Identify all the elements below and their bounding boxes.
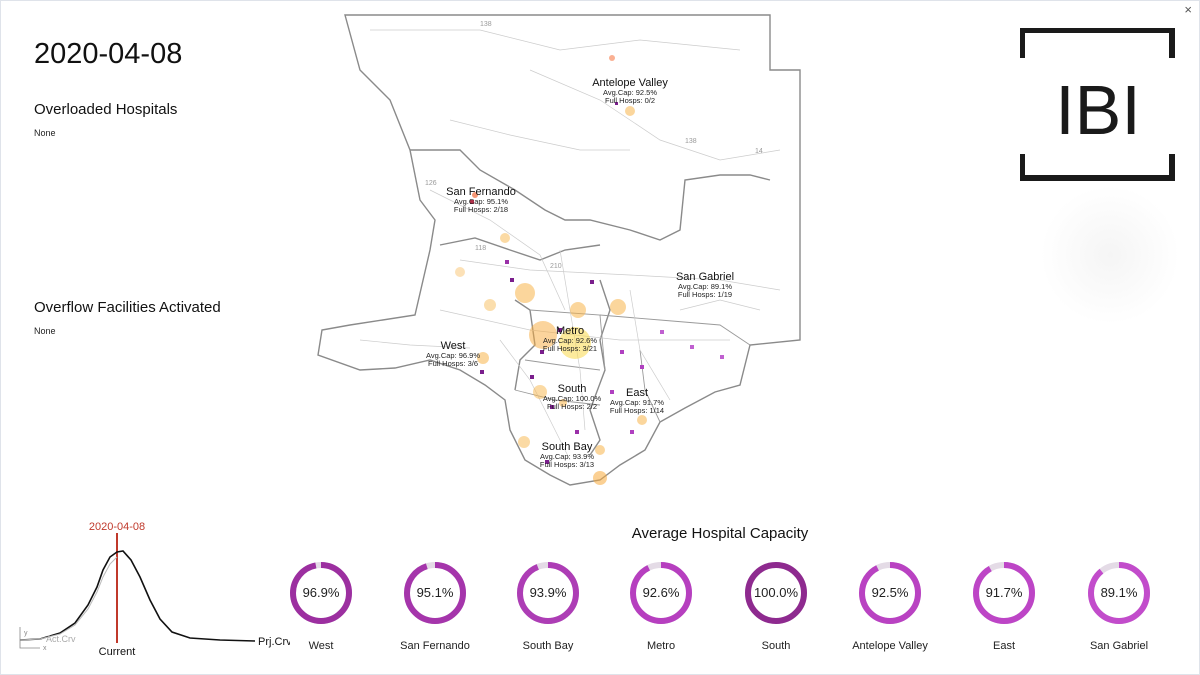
capacity-title: Average Hospital Capacity bbox=[631, 525, 809, 542]
region-name: San Fernando bbox=[446, 186, 516, 198]
donut-value: 95.1% bbox=[416, 585, 454, 600]
region-name: Metro bbox=[556, 325, 584, 337]
region-avg-cap: Avg.Cap: 93.9% bbox=[540, 452, 594, 461]
current-label: Current bbox=[99, 646, 136, 658]
region-annotation: South Bay Avg.Cap: 93.9% Full Hosps: 3/1… bbox=[540, 441, 594, 469]
donut-value: 93.9% bbox=[529, 585, 567, 600]
capacity-donut: 95.1% bbox=[402, 560, 468, 626]
hospital-markers bbox=[455, 55, 724, 485]
region-full-hosps: Full Hosps: 3/21 bbox=[543, 344, 597, 353]
donut-arc bbox=[630, 562, 692, 624]
region-name: West bbox=[441, 340, 466, 352]
region-full-hosps: Full Hosps: 1/14 bbox=[610, 406, 664, 415]
ibi-logo: IBI bbox=[1020, 28, 1175, 181]
overloaded-hospitals-value: None bbox=[34, 128, 56, 138]
capacity-donut: 91.7% bbox=[971, 560, 1037, 626]
region-full-hosps: Full Hosps: 0/2 bbox=[605, 96, 655, 105]
region-annotation: West Avg.Cap: 96.9% Full Hosps: 3/6 bbox=[426, 340, 480, 368]
overflow-facilities-heading: Overflow Facilities Activated bbox=[34, 299, 221, 316]
donut-value: 100.0% bbox=[753, 585, 799, 600]
donut-arc bbox=[1088, 562, 1150, 624]
district-borders bbox=[514, 309, 751, 423]
road-label: 138 bbox=[480, 21, 492, 28]
donut-value: 92.5% bbox=[871, 585, 909, 600]
donut-label: Antelope Valley bbox=[852, 640, 928, 652]
road-label: 210 bbox=[550, 263, 562, 270]
current-date: 2020-04-08 bbox=[34, 38, 183, 70]
projected-curve-line bbox=[19, 550, 256, 642]
actual-curve-label: Act.Crv bbox=[46, 634, 76, 644]
region-full-hosps: Full Hosps: 1/19 bbox=[678, 290, 732, 299]
region-avg-cap: Avg.Cap: 100.0% bbox=[543, 394, 602, 403]
donut-value: 92.6% bbox=[642, 585, 680, 600]
donut-value: 96.9% bbox=[302, 585, 340, 600]
region-annotations: Antelope Valley Avg.Cap: 92.5% Full Hosp… bbox=[426, 77, 734, 469]
region-annotation: East Avg.Cap: 91.7% Full Hosps: 1/14 bbox=[610, 387, 664, 415]
region-annotation: Antelope Valley Avg.Cap: 92.5% Full Hosp… bbox=[592, 77, 668, 105]
curve-y-axis-label: y bbox=[24, 630, 28, 637]
region-name: San Gabriel bbox=[676, 271, 734, 283]
road-label: 14 bbox=[755, 148, 763, 155]
region-annotation: Metro Avg.Cap: 92.6% Full Hosps: 3/21 bbox=[543, 325, 597, 353]
overflow-facilities-value: None bbox=[34, 326, 56, 336]
donut-arc bbox=[745, 562, 807, 624]
region-avg-cap: Avg.Cap: 91.7% bbox=[610, 398, 664, 407]
region-annotation: South Avg.Cap: 100.0% Full Hosps: 2/2 bbox=[543, 383, 602, 411]
capacity-donut: 100.0% bbox=[743, 560, 809, 626]
region-name: South bbox=[558, 383, 587, 395]
donut-arc bbox=[517, 562, 579, 624]
donut-label: San Gabriel bbox=[1089, 640, 1149, 652]
road-label: 138 bbox=[685, 138, 697, 145]
capacity-donut: 93.9% bbox=[515, 560, 581, 626]
region-full-hosps: Full Hosps: 2/2 bbox=[547, 402, 597, 411]
donut-arc bbox=[404, 562, 466, 624]
capacity-donut: 96.9% bbox=[288, 560, 354, 626]
region-name: Antelope Valley bbox=[592, 77, 668, 89]
road-label: 126 bbox=[425, 180, 437, 187]
capacity-donut: 92.6% bbox=[628, 560, 694, 626]
donut-label: West bbox=[308, 640, 334, 652]
region-annotation: San Fernando Avg.Cap: 95.1% Full Hosps: … bbox=[446, 186, 516, 214]
region-full-hosps: Full Hosps: 2/18 bbox=[454, 205, 508, 214]
overloaded-hospitals-heading: Overloaded Hospitals bbox=[34, 101, 178, 118]
logo-text: IBI bbox=[1055, 71, 1141, 149]
epidemic-curve: 2020-04-08 Act.Crv Current Prj.Crv y x bbox=[19, 521, 290, 658]
capacity-donut: 89.1% bbox=[1086, 560, 1152, 626]
capacity-donut: 92.5% bbox=[857, 560, 923, 626]
road-label: 118 bbox=[475, 245, 486, 252]
region-full-hosps: Full Hosps: 3/6 bbox=[428, 359, 478, 368]
highway-labels: 138 138 14 126 118 210 bbox=[425, 21, 763, 270]
projected-curve-label: Prj.Crv bbox=[258, 636, 290, 648]
region-full-hosps: Full Hosps: 3/13 bbox=[540, 460, 594, 469]
los-angeles-county-map: 138 138 14 126 118 210 bbox=[317, 14, 801, 486]
donut-arc bbox=[290, 562, 352, 624]
logo-shadow bbox=[1040, 185, 1180, 325]
region-name: East bbox=[626, 387, 648, 399]
donut-label: Metro bbox=[646, 640, 676, 652]
donut-label: San Fernando bbox=[400, 640, 470, 652]
actual-curve-line bbox=[19, 556, 118, 641]
region-avg-cap: Avg.Cap: 89.1% bbox=[678, 282, 732, 291]
region-avg-cap: Avg.Cap: 96.9% bbox=[426, 351, 480, 360]
region-avg-cap: Avg.Cap: 92.5% bbox=[603, 88, 657, 97]
donut-arc bbox=[859, 562, 921, 624]
donut-arc bbox=[973, 562, 1035, 624]
curve-axes bbox=[19, 627, 40, 649]
county-boundary bbox=[317, 14, 801, 486]
donut-value: 89.1% bbox=[1100, 585, 1138, 600]
region-avg-cap: Avg.Cap: 92.6% bbox=[543, 336, 597, 345]
region-name: South Bay bbox=[542, 441, 593, 453]
close-icon[interactable]: × bbox=[1184, 2, 1192, 17]
curve-date-label: 2020-04-08 bbox=[89, 521, 145, 533]
region-annotation: San Gabriel Avg.Cap: 89.1% Full Hosps: 1… bbox=[676, 271, 734, 299]
donut-value: 91.7% bbox=[985, 585, 1023, 600]
region-avg-cap: Avg.Cap: 95.1% bbox=[454, 197, 508, 206]
curve-x-axis-label: x bbox=[43, 645, 47, 652]
donut-label: South bbox=[761, 640, 791, 652]
donut-label: South Bay bbox=[522, 640, 574, 652]
donut-label: East bbox=[992, 640, 1015, 652]
